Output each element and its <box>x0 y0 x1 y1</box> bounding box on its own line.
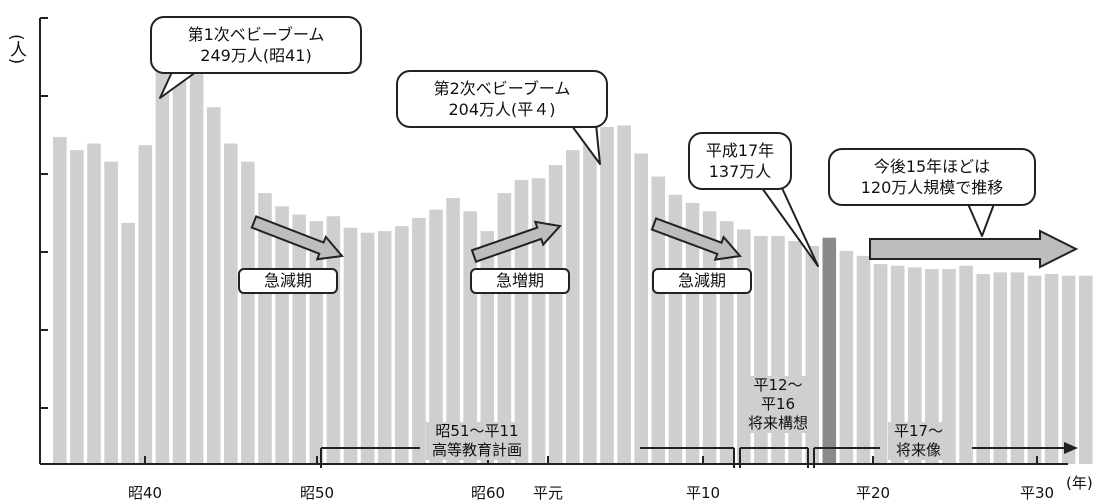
x-tick-label: 昭50 <box>299 484 335 502</box>
bar-昭44 <box>206 107 221 464</box>
callout-future: 今後15年ほどは 120万人規模で推移 <box>828 148 1036 206</box>
bar-昭46 <box>241 161 255 464</box>
bar-平元 <box>548 165 563 464</box>
bar-平5 <box>617 125 631 465</box>
x-tick-label: 平30 <box>1019 484 1055 502</box>
bar-昭62 <box>514 179 529 465</box>
callout-h17-line2: 137万人 <box>708 162 772 181</box>
callout-h17-line1: 平成17年 <box>705 141 775 160</box>
bar-昭42 <box>172 64 187 464</box>
bar-平7 <box>651 176 666 465</box>
callout-second-baby-boom: 第2次ベビーブーム 204万人(平４) <box>396 70 608 128</box>
bar-昭45 <box>224 143 238 464</box>
arrow-future-trend <box>869 229 1079 269</box>
axes-group <box>39 17 1068 465</box>
bar-平18 <box>839 250 854 464</box>
period-rapid-decrease-1: 急減期 <box>238 268 338 294</box>
bar-昭39 <box>121 222 135 464</box>
bar-昭61 <box>497 193 512 464</box>
x-tick-label: 昭40 <box>127 484 163 502</box>
bar-昭56 <box>412 217 426 464</box>
callout-h17: 平成17年 137万人 <box>688 132 792 190</box>
bar-平24 <box>942 269 956 464</box>
plan-future-image-line1: 平17～ <box>894 422 944 440</box>
bar-平4 <box>600 127 614 465</box>
bar-平29 <box>1027 275 1042 464</box>
bar-昭52 <box>343 227 358 464</box>
plan-future-image-line2: 将来像 <box>896 441 942 459</box>
plan-higher-education-line1: 昭51～平11 <box>435 422 519 440</box>
bar-平22 <box>908 267 922 464</box>
bar-平23 <box>925 269 939 464</box>
callout-first-baby-boom: 第1次ベビーブーム 249万人(昭41) <box>150 16 362 74</box>
plan-future-vision-line2: 平16 <box>760 395 796 413</box>
bar-昭37 <box>87 143 101 464</box>
bar-昭40 <box>138 145 153 464</box>
plan-bracket3-arrowhead <box>1064 442 1078 454</box>
bar-昭38 <box>104 161 118 464</box>
period-rapid-increase: 急増期 <box>470 268 570 294</box>
bar-平32 <box>1079 275 1093 464</box>
plan-future-vision-line1: 平12～ <box>753 376 803 394</box>
bar-平6 <box>634 153 648 465</box>
bar-平20 <box>873 264 888 464</box>
bar-平30 <box>1044 274 1059 464</box>
bar-昭48 <box>275 206 289 465</box>
plan-higher-education: 昭51～平11 高等教育計画 <box>426 422 529 460</box>
bar-平25 <box>959 265 973 464</box>
bar-平3 <box>583 140 597 464</box>
bar-平8 <box>668 194 683 464</box>
plan-future-vision-line3: 将来構想 <box>748 414 809 432</box>
bar-平21 <box>890 265 905 464</box>
plan-higher-education-line2: 高等教育計画 <box>432 441 523 459</box>
arrow-rapid-increase <box>470 220 562 263</box>
y-axis-label: (人) <box>6 34 26 65</box>
bar-昭53 <box>360 232 375 464</box>
bar-昭57 <box>429 209 443 464</box>
arrow-rapid-decrease-2 <box>650 217 742 261</box>
bar-昭49 <box>292 214 306 464</box>
bar-平26 <box>976 274 990 464</box>
plan-future-vision: 平12～ 平16 将来構想 <box>742 376 815 433</box>
callout-first-baby-boom-line2: 249万人(昭41) <box>200 46 312 65</box>
bar-昭47 <box>258 193 272 464</box>
bar-昭43 <box>189 74 204 464</box>
callout-tail-future <box>967 203 995 237</box>
plan-lines-group <box>320 442 1078 468</box>
bar-平19 <box>856 255 871 464</box>
x-tick-label: 平10 <box>685 484 721 502</box>
callout-second-baby-boom-line2: 204万人(平４) <box>448 100 556 119</box>
x-tick-label: 昭60 <box>470 484 506 502</box>
plan-future-image: 平17～ 将来像 <box>888 422 950 460</box>
bar-昭63 <box>531 178 546 465</box>
bar-平31 <box>1061 275 1076 464</box>
bar-昭54 <box>377 231 392 464</box>
bar-昭35 <box>53 136 67 464</box>
x-tick-label: 平元 <box>532 484 564 502</box>
bar-昭41 <box>155 52 170 464</box>
bar-平28 <box>1010 272 1025 464</box>
arrow-rapid-decrease-1 <box>250 215 344 261</box>
bar-平2 <box>566 150 580 465</box>
period-rapid-decrease-2: 急減期 <box>652 268 752 294</box>
bar-昭36 <box>70 150 84 465</box>
bar-平17 <box>822 237 837 464</box>
bar-昭58 <box>446 198 460 464</box>
callout-first-baby-boom-line1: 第1次ベビーブーム <box>187 25 325 44</box>
callout-future-line1: 今後15年ほどは <box>873 157 991 176</box>
x-tick-label: 平20 <box>855 484 891 502</box>
bar-平27 <box>993 272 1008 464</box>
bar-昭55 <box>395 226 409 464</box>
callout-future-line2: 120万人規模で推移 <box>860 178 1004 197</box>
callout-second-baby-boom-line1: 第2次ベビーブーム <box>433 79 571 98</box>
x-unit-label: (年) <box>1066 474 1093 492</box>
arrows-group <box>159 71 1079 269</box>
